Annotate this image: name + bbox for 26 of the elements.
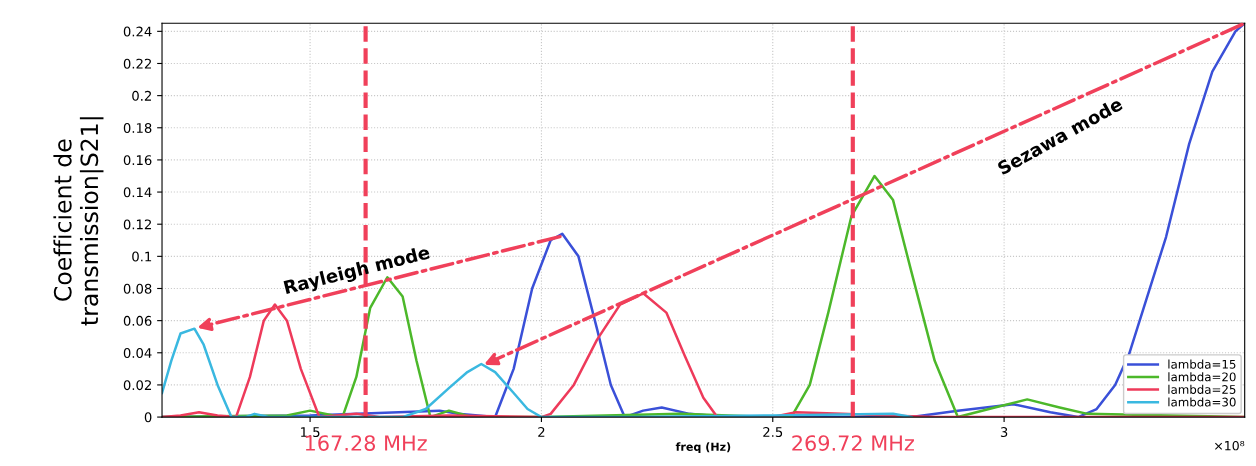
y-tick-label: 0.2: [132, 90, 151, 101]
ref-line-label: 167.28 MHz: [305, 435, 427, 451]
y-tick-label: 0.02: [123, 380, 151, 391]
text: ×10⁸: [1215, 440, 1245, 451]
y-tick-label: 0.14: [123, 187, 152, 198]
y-tick-label: 0.12: [123, 219, 151, 230]
y-tick-label: 0.16: [123, 155, 152, 166]
y-tick-label: 0.24: [123, 26, 152, 37]
x-tick-label: 2.5: [763, 427, 783, 438]
y-axis-title: Coefficient de transmission|S21|: [53, 117, 104, 326]
legend-label: lambda=15: [1168, 359, 1236, 369]
y-tick-label: 0.04: [123, 348, 152, 358]
legend-label: lambda=30: [1168, 397, 1236, 407]
y-tick-label: 0.06: [123, 315, 152, 326]
y-tick-label: 0.08: [123, 283, 152, 294]
y-tick-label: 0.22: [123, 58, 151, 69]
x-tick-label: 2: [538, 427, 545, 437]
y-tick-label: 0: [144, 412, 152, 423]
y-tick-label: 0.18: [123, 122, 152, 133]
x-tick-label: 3: [1000, 427, 1008, 438]
x-tick-label: 1.5: [301, 427, 320, 438]
legend-label: lambda=25: [1168, 384, 1236, 394]
ref-line-label: 269.72 MHz: [792, 435, 914, 451]
legend-label: lambda=20: [1168, 372, 1236, 382]
y-tick-label: 0.1: [132, 251, 152, 262]
x-axis-title: freq (Hz): [675, 442, 731, 454]
